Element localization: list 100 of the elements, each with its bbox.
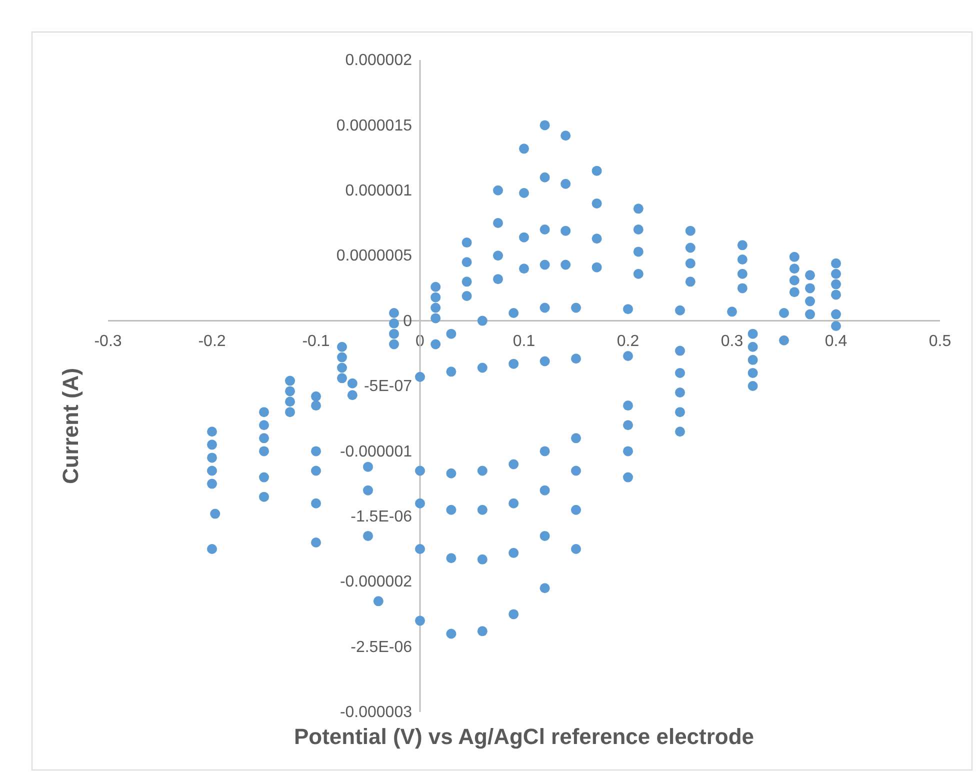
point	[560, 178, 571, 189]
point	[623, 351, 633, 361]
point	[446, 504, 456, 515]
point	[446, 628, 456, 639]
point	[540, 172, 550, 182]
point	[337, 342, 347, 352]
point	[207, 466, 217, 476]
x-tick-label: 0.3	[720, 333, 744, 350]
point	[805, 283, 815, 294]
point	[477, 316, 488, 326]
point	[748, 381, 758, 391]
point	[430, 339, 441, 350]
point	[446, 468, 456, 478]
point	[462, 291, 472, 302]
point	[789, 252, 800, 262]
point	[446, 328, 456, 339]
point	[389, 318, 399, 328]
point	[311, 400, 321, 411]
y-tick-label: 0.0000005	[336, 248, 412, 265]
point	[519, 264, 529, 274]
y-tick-label: 0.000002	[345, 52, 412, 70]
x-tick-label: 0.2	[616, 333, 640, 350]
point	[363, 485, 373, 496]
point	[259, 472, 269, 482]
point	[633, 246, 644, 257]
y-tick-label: -0.000002	[340, 574, 412, 591]
point	[415, 466, 425, 476]
point	[540, 120, 550, 130]
point	[415, 544, 425, 554]
x-tick-label: 0.1	[512, 333, 536, 350]
point	[748, 368, 758, 378]
point	[540, 446, 550, 456]
point	[737, 240, 748, 250]
x-tick-label: -0.1	[302, 333, 330, 350]
point	[685, 226, 696, 236]
point	[477, 554, 488, 564]
point	[633, 204, 644, 214]
point	[415, 616, 425, 626]
point	[748, 328, 758, 339]
point	[831, 279, 841, 290]
point	[779, 308, 789, 318]
point	[571, 544, 581, 554]
point	[592, 198, 602, 208]
point	[430, 282, 441, 292]
point	[337, 362, 347, 373]
y-tick-label: 0.0000015	[336, 117, 412, 134]
point	[389, 339, 399, 350]
point	[623, 446, 633, 456]
point	[540, 356, 550, 366]
point	[430, 302, 441, 313]
point	[259, 446, 269, 456]
point	[493, 218, 503, 228]
point	[571, 302, 581, 313]
point	[430, 292, 441, 302]
point	[540, 224, 550, 235]
y-tick-label: -2.5E-06	[350, 638, 412, 656]
y-tick-label: -0.000003	[340, 704, 412, 722]
point	[415, 498, 425, 508]
point	[493, 185, 503, 196]
point	[675, 346, 685, 356]
point	[347, 378, 358, 388]
y-axis-title: Current (A)	[58, 368, 83, 484]
point	[508, 609, 519, 620]
point	[540, 485, 550, 496]
point	[462, 276, 472, 287]
point	[477, 626, 488, 636]
point	[560, 130, 571, 141]
point	[831, 321, 841, 332]
point	[462, 257, 472, 268]
point	[623, 400, 633, 411]
point	[207, 440, 217, 450]
point	[675, 426, 685, 437]
point	[540, 530, 550, 541]
point	[748, 354, 758, 365]
point	[430, 313, 441, 324]
point	[285, 386, 295, 396]
point	[789, 287, 800, 298]
point	[207, 426, 217, 437]
point	[508, 358, 519, 369]
point	[207, 452, 217, 463]
point	[508, 498, 519, 508]
point	[285, 376, 295, 386]
point	[311, 466, 321, 476]
point	[477, 466, 488, 476]
point	[592, 166, 602, 176]
point	[685, 276, 696, 287]
x-tick-label: 0.5	[928, 333, 952, 350]
point	[560, 226, 571, 236]
point	[389, 308, 399, 318]
point	[519, 232, 529, 242]
y-tick-label: -5E-07	[364, 378, 412, 396]
point	[477, 504, 488, 515]
point	[748, 342, 758, 352]
point	[571, 504, 581, 515]
y-tick-label: 0.000001	[345, 182, 412, 200]
point	[508, 308, 519, 318]
x-axis-title: Potential (V) vs Ag/AgCl reference electrode	[294, 724, 754, 749]
point	[446, 366, 456, 377]
point	[337, 352, 347, 362]
point	[737, 283, 748, 294]
